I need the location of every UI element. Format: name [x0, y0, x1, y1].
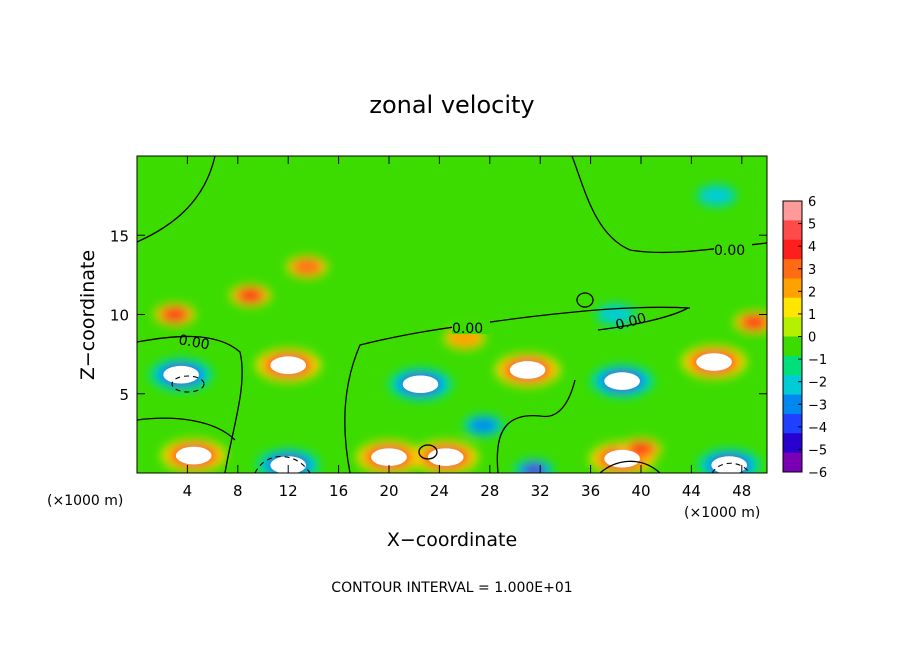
heatmap-blob — [163, 308, 186, 321]
colorbar-swatch — [783, 317, 802, 337]
colorbar-swatch — [783, 336, 802, 357]
colorbar-swatch — [783, 259, 802, 279]
colorbar-tick-label: −3 — [808, 398, 827, 413]
heatmap-field — [137, 156, 767, 473]
colorbar-swatch — [783, 201, 802, 221]
saturated-core — [371, 448, 407, 466]
x-tick-label: 16 — [329, 482, 348, 500]
zero-contour — [496, 379, 576, 473]
x-tick-label: 4 — [183, 482, 193, 500]
y-axis: 5 10 15 — [110, 227, 767, 404]
colorbar-tick-label: −2 — [808, 376, 827, 391]
colorbar-tick-label: 2 — [808, 285, 816, 300]
colorbar-tick-label: −4 — [808, 421, 827, 436]
x-tick-label: 48 — [732, 482, 751, 500]
contour-label: 0.00 — [714, 243, 745, 259]
negative-contour — [711, 462, 751, 473]
x-tick-label: 44 — [682, 482, 701, 500]
colorbar-swatch — [783, 413, 802, 434]
zero-contour — [137, 417, 236, 441]
colorbar-swatch — [783, 452, 802, 473]
contour-labels: 0.00 0.00 0.00 0.00 — [177, 242, 752, 353]
y-axis-label: Z−coordinate — [77, 250, 99, 380]
colorbar-tick-label: 0 — [808, 331, 816, 346]
x-tick-label: 8 — [233, 482, 243, 500]
zero-contour — [137, 335, 243, 473]
x-tick-label: 32 — [531, 482, 550, 500]
x-axis: 4 8 12 16 20 24 28 32 36 40 44 48 — [183, 156, 751, 500]
saturated-core — [711, 456, 748, 473]
colorbar-swatch — [783, 220, 802, 241]
heatmap-blob — [239, 289, 262, 302]
y-tick-label: 15 — [110, 227, 129, 245]
saturated-core — [270, 356, 307, 375]
negative-contour — [171, 375, 205, 393]
heatmap-blob — [699, 186, 734, 205]
colorbar: 6 5 4 3 2 1 0 −1 −2 −3 −4 −5 −6 — [782, 195, 827, 481]
y-tick-label: 5 — [119, 386, 129, 404]
heatmap-blob — [630, 443, 652, 456]
zero-contour — [418, 444, 438, 460]
colorbar-swatch — [783, 375, 802, 396]
colorbar-tick-label: 3 — [808, 263, 816, 278]
colorbar-tick-label: −6 — [808, 466, 827, 481]
x-axis-label: X−coordinate — [387, 529, 517, 551]
x-unit-right: (×1000 m) — [684, 505, 760, 521]
heatmap-blob — [292, 259, 322, 275]
zero-contour — [599, 460, 661, 473]
saturated-core — [402, 375, 439, 394]
colorbar-swatch — [783, 297, 802, 318]
saturated-core — [163, 365, 199, 384]
contour-interval-note: CONTOUR INTERVAL = 1.000E+01 — [331, 580, 572, 596]
x-tick-label: 12 — [279, 482, 298, 500]
y-tick-label: 10 — [110, 307, 129, 325]
colorbar-tick-label: −5 — [808, 443, 827, 458]
heatmap-blob — [743, 316, 766, 329]
colorbar-swatch — [783, 394, 802, 415]
x-tick-label: 24 — [430, 482, 449, 500]
chart-title: zonal velocity — [369, 91, 534, 119]
contour-label: 0.00 — [614, 310, 648, 334]
x-tick-label: 40 — [631, 482, 650, 500]
colorbar-tick-label: 4 — [808, 240, 816, 255]
colorbar-swatch — [783, 433, 802, 454]
x-tick-label: 28 — [480, 482, 499, 500]
x-unit-left: (×1000 m) — [47, 493, 123, 509]
contour-label: 0.00 — [177, 332, 210, 353]
zero-contour — [137, 156, 216, 243]
colorbar-tick-label: −1 — [808, 353, 827, 368]
saturated-core — [509, 361, 546, 379]
saturated-core — [604, 372, 640, 390]
heatmap-blob — [469, 417, 498, 434]
colorbar-swatch — [783, 239, 802, 260]
contour-label: 0.00 — [452, 321, 483, 337]
saturated-core — [604, 449, 640, 468]
colorbar-tick-label: 1 — [808, 308, 816, 323]
colorbar-swatch — [783, 278, 802, 299]
zero-contour — [597, 307, 689, 331]
x-tick-label: 36 — [581, 482, 600, 500]
colorbar-tick-label: 6 — [808, 195, 816, 210]
negative-contours — [171, 375, 751, 473]
saturated-core — [175, 446, 212, 465]
heatmap-blob — [528, 467, 540, 473]
x-tick-label: 20 — [379, 482, 398, 500]
colorbar-tick-label: 5 — [808, 218, 816, 233]
saturated-core — [696, 353, 732, 371]
colorbar-swatch — [783, 355, 802, 376]
zero-contour — [576, 292, 594, 308]
